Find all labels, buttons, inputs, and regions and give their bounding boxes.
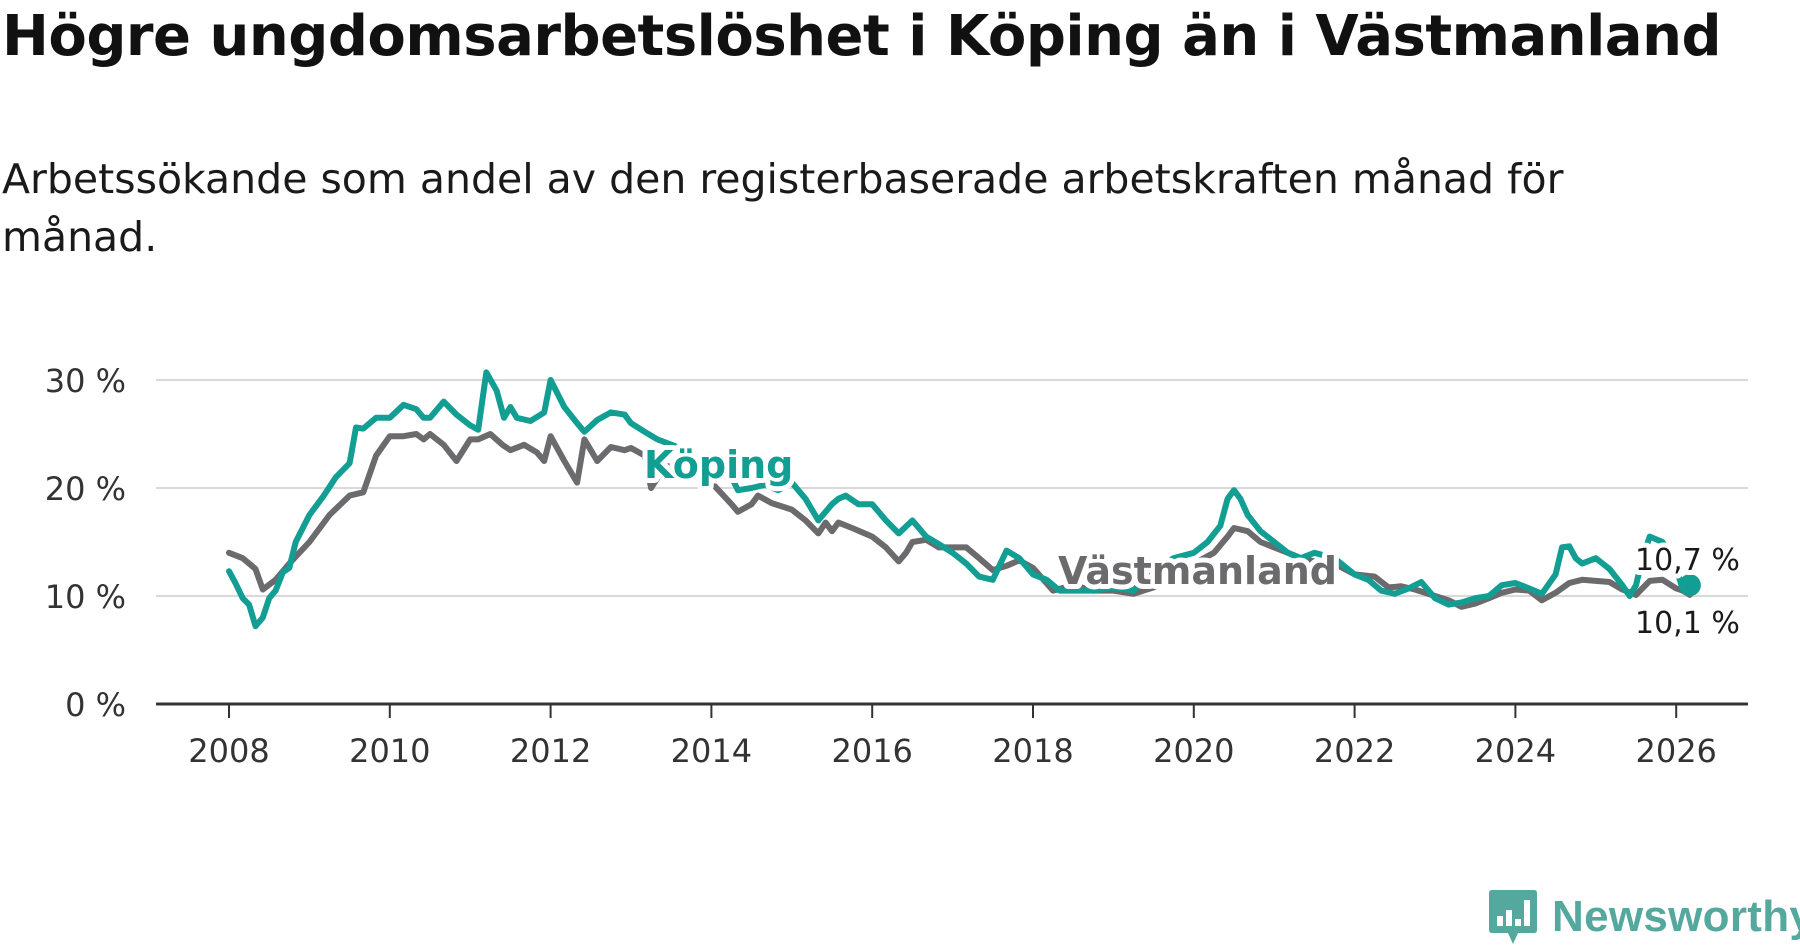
- x-tick-label: 2010: [349, 732, 430, 770]
- newsworthy-logo-text: Newsworthy: [1552, 892, 1800, 941]
- x-tick-label: 2026: [1635, 732, 1716, 770]
- series-line-kping: [226, 369, 1693, 630]
- x-tick-label: 2020: [1153, 732, 1234, 770]
- series-end-marker: [1678, 574, 1701, 597]
- series-lines: [226, 369, 1701, 630]
- x-tick-label: 2024: [1475, 732, 1556, 770]
- x-tick-label: 2022: [1314, 732, 1395, 770]
- x-tick-label: 2012: [510, 732, 591, 770]
- newsworthy-bar-chart-icon: [1489, 890, 1537, 944]
- y-tick-label: 20 %: [45, 470, 126, 508]
- x-tick-label: 2008: [188, 732, 269, 770]
- y-tick-label: 0 %: [65, 686, 126, 724]
- y-tick-label: 10 %: [45, 578, 126, 616]
- x-tick-label: 2016: [831, 732, 912, 770]
- y-axis-ticks: 0 % 10 % 20 % 30 %: [45, 362, 126, 724]
- series-labels: Köping Västmanland 10,7 % 10,1 %: [639, 438, 1745, 646]
- end-value-label-vastmanland: 10,1 %: [1635, 606, 1740, 641]
- x-tick-label: 2014: [671, 732, 752, 770]
- end-value-label-koping: 10,7 %: [1635, 543, 1740, 578]
- chart-subtitle: Arbetssökande som andel av den registerb…: [2, 155, 1564, 261]
- y-tick-label: 30 %: [45, 362, 126, 400]
- series-label-vastmanland: Västmanland: [1058, 549, 1337, 593]
- newsworthy-logo: Newsworthy: [1488, 888, 1800, 946]
- x-axis-ticks: 2008 2010 2012 2014 2016 2018 2020 2022 2024 2026: [188, 704, 1717, 770]
- series-label-koping: Köping: [644, 443, 793, 487]
- series-line-vstmanland: [226, 431, 1693, 610]
- chart-title: Högre ungdomsarbetslöshet i Köping än i …: [2, 4, 1722, 69]
- x-tick-label: 2018: [992, 732, 1073, 770]
